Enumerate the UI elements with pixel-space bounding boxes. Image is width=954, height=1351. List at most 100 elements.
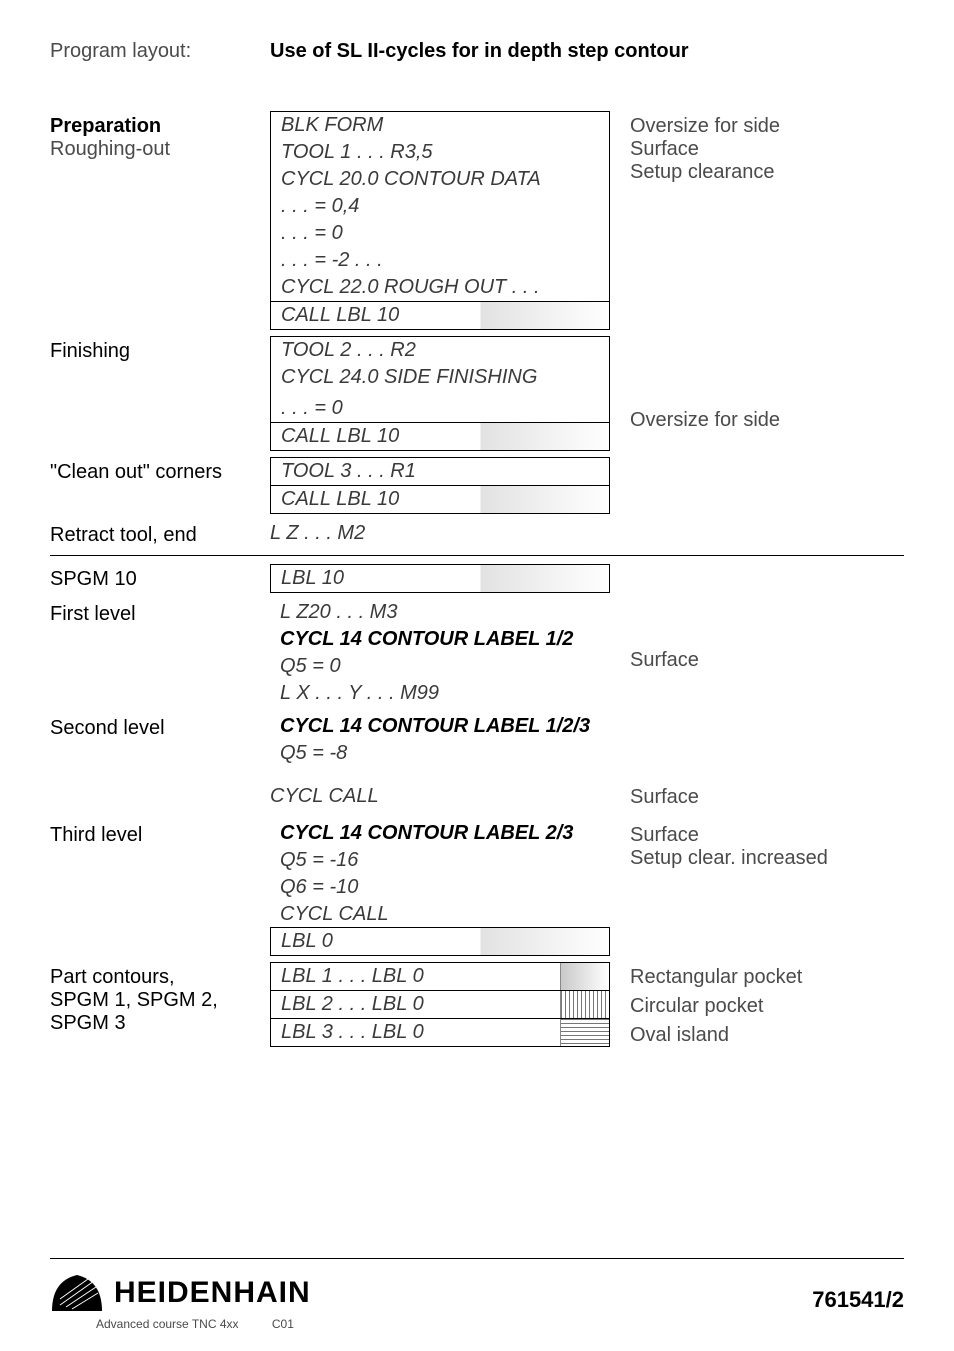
section-clean-out: "Clean out" corners TOOL 3 . . . R1 CALL… xyxy=(50,457,904,520)
code-part-contours: LBL 1 . . . LBL 0 LBL 2 . . . LBL 0 LBL … xyxy=(270,962,610,1053)
code-line: CYCL CALL xyxy=(270,901,610,928)
label-second-level: Second level xyxy=(50,713,270,740)
code-line: TOOL 3 . . . R1 xyxy=(271,458,609,485)
code-line: . . . = 0,4 xyxy=(271,193,609,220)
codebox-third-2: LBL 0 xyxy=(270,927,610,956)
brand-text: HEIDENHAIN xyxy=(114,1278,311,1308)
notes-preparation: Oversize for side Surface Setup clearanc… xyxy=(610,111,904,184)
code-spgm10: LBL 10 xyxy=(270,564,610,599)
code-line: L Z . . . M2 xyxy=(270,520,610,547)
code-second-level: CYCL 14 CONTOUR LABEL 1/2/3 Q5 = -8 CYCL… xyxy=(270,713,610,810)
code-line: Q5 = 0 xyxy=(270,653,610,680)
label-part-contours-1: Part contours, xyxy=(50,966,270,989)
code-line: LBL 10 xyxy=(271,565,609,592)
code-preparation: BLK FORM TOOL 1 . . . R3,5 CYCL 20.0 CON… xyxy=(270,111,610,336)
code-line: BLK FORM xyxy=(271,112,609,139)
pattern-swatch-oval xyxy=(560,1019,609,1046)
notes-spgm10 xyxy=(610,564,904,568)
pattern-row-1: LBL 1 . . . LBL 0 xyxy=(270,962,610,991)
section-finishing: Finishing TOOL 2 . . . R2 CYCL 24.0 SIDE… xyxy=(50,336,904,457)
code-line: . . . = -2 . . . xyxy=(271,247,609,274)
header-row: Program layout: Use of SL II-cycles for … xyxy=(50,40,904,63)
notes-second-level: Surface xyxy=(610,713,904,809)
code-line: LBL 2 . . . LBL 0 xyxy=(271,991,560,1018)
codebox-clean-main: TOOL 3 . . . R1 xyxy=(270,457,610,486)
brand-logo-icon xyxy=(50,1273,104,1313)
code-line: CYCL 24.0 SIDE FINISHING xyxy=(271,364,609,391)
codebox-spgm10: LBL 10 xyxy=(270,564,610,593)
code-line-bold: CYCL 14 CONTOUR LABEL 2/3 xyxy=(270,820,610,847)
divider xyxy=(50,555,904,556)
page: Program layout: Use of SL II-cycles for … xyxy=(0,0,954,1351)
header-left-label: Program layout: xyxy=(50,40,270,63)
code-line: CALL LBL 10 xyxy=(271,486,609,513)
code-line: CALL LBL 10 xyxy=(271,302,609,329)
code-third-level: CYCL 14 CONTOUR LABEL 2/3 Q5 = -16 Q6 = … xyxy=(270,820,610,962)
label-retract: Retract tool, end xyxy=(50,520,270,547)
notes-third-level: Surface Setup clear. increased xyxy=(610,820,904,870)
code-line: CYCL 20.0 CONTOUR DATA xyxy=(271,166,609,193)
note-line: Surface xyxy=(630,138,904,161)
code-line-bold: CYCL 14 CONTOUR LABEL 1/2/3 xyxy=(270,713,610,740)
note-line: Oval island xyxy=(630,1024,904,1047)
note-line: Setup clearance xyxy=(630,161,904,184)
codebox-prep-main: BLK FORM TOOL 1 . . . R3,5 CYCL 20.0 CON… xyxy=(270,111,610,302)
code-line-bold: CYCL 14 CONTOUR LABEL 1/2 xyxy=(270,626,610,653)
code-finishing: TOOL 2 . . . R2 CYCL 24.0 SIDE FINISHING… xyxy=(270,336,610,457)
label-spgm10: SPGM 10 xyxy=(50,564,270,591)
label-clean-out: "Clean out" corners xyxy=(50,457,270,484)
label-first-level: First level xyxy=(50,599,270,626)
code-line: Q5 = -16 xyxy=(270,847,610,874)
codebox-prep-call: CALL LBL 10 xyxy=(270,301,610,330)
page-number: 761541/2 xyxy=(812,1287,904,1313)
code-retract: L Z . . . M2 xyxy=(270,520,610,547)
label-preparation: Preparation Roughing-out xyxy=(50,111,270,161)
note-line: Oversize for side xyxy=(630,409,904,432)
code-line: . . . = 0 xyxy=(271,395,609,422)
code-line: Q5 = -8 xyxy=(270,740,610,767)
label-third-level: Third level xyxy=(50,820,270,847)
label-roughing-out: Roughing-out xyxy=(50,138,270,161)
code-line: CYCL 22.0 ROUGH OUT . . . xyxy=(271,274,609,301)
code-line: CALL LBL 10 xyxy=(271,423,609,450)
label-part-contours: Part contours, SPGM 1, SPGM 2, SPGM 3 xyxy=(50,962,270,1035)
course-code: C01 xyxy=(272,1317,294,1331)
code-line: L X . . . Y . . . M99 xyxy=(270,680,610,707)
course-label: Advanced course TNC 4xx xyxy=(96,1317,239,1331)
pattern-swatch-rectangular xyxy=(560,963,609,990)
note-line: Surface xyxy=(630,649,904,672)
note-line: Setup clear. increased xyxy=(630,847,904,870)
codebox-second-1: CYCL 14 CONTOUR LABEL 1/2/3 Q5 = -8 xyxy=(270,713,610,767)
brand-name: HEIDENHAIN xyxy=(114,1278,311,1308)
notes-retract xyxy=(610,520,904,524)
code-line: TOOL 1 . . . R3,5 xyxy=(271,139,609,166)
pattern-swatch-circular xyxy=(560,991,609,1018)
note-line: Rectangular pocket xyxy=(630,966,904,989)
section-second-level: Second level CYCL 14 CONTOUR LABEL 1/2/3… xyxy=(50,713,904,810)
note-line: Surface xyxy=(630,824,904,847)
code-line: Q6 = -10 xyxy=(270,874,610,901)
code-line: LBL 0 xyxy=(271,928,609,955)
body-grid: Preparation Roughing-out BLK FORM TOOL 1… xyxy=(50,111,904,1258)
notes-finishing: Oversize for side xyxy=(610,336,904,432)
brand-subline: Advanced course TNC 4xx C01 xyxy=(96,1317,904,1331)
notes-part-contours: Rectangular pocket Circular pocket Oval … xyxy=(610,962,904,1047)
header-title: Use of SL II-cycles for in depth step co… xyxy=(270,40,689,63)
code-clean-out: TOOL 3 . . . R1 CALL LBL 10 xyxy=(270,457,610,520)
pattern-row-2: LBL 2 . . . LBL 0 xyxy=(270,990,610,1019)
section-first-level: First level L Z20 . . . M3 CYCL 14 CONTO… xyxy=(50,599,904,713)
codebox-third-1: CYCL 14 CONTOUR LABEL 2/3 Q5 = -16 Q6 = … xyxy=(270,820,610,928)
section-retract: Retract tool, end L Z . . . M2 xyxy=(50,520,904,547)
section-third-level: Third level CYCL 14 CONTOUR LABEL 2/3 Q5… xyxy=(50,820,904,962)
section-spgm10: SPGM 10 LBL 10 xyxy=(50,564,904,599)
code-line: . . . = 0 xyxy=(271,220,609,247)
codebox-first: L Z20 . . . M3 CYCL 14 CONTOUR LABEL 1/2… xyxy=(270,599,610,707)
note-line: Circular pocket xyxy=(630,995,904,1018)
codebox-finishing-call: CALL LBL 10 xyxy=(270,422,610,451)
codebox-finishing-main: TOOL 2 . . . R2 CYCL 24.0 SIDE FINISHING… xyxy=(270,336,610,423)
section-part-contours: Part contours, SPGM 1, SPGM 2, SPGM 3 LB… xyxy=(50,962,904,1053)
codebox-clean-call: CALL LBL 10 xyxy=(270,485,610,514)
brand-block: HEIDENHAIN xyxy=(50,1273,311,1313)
section-preparation: Preparation Roughing-out BLK FORM TOOL 1… xyxy=(50,111,904,336)
code-line: LBL 3 . . . LBL 0 xyxy=(271,1019,560,1046)
